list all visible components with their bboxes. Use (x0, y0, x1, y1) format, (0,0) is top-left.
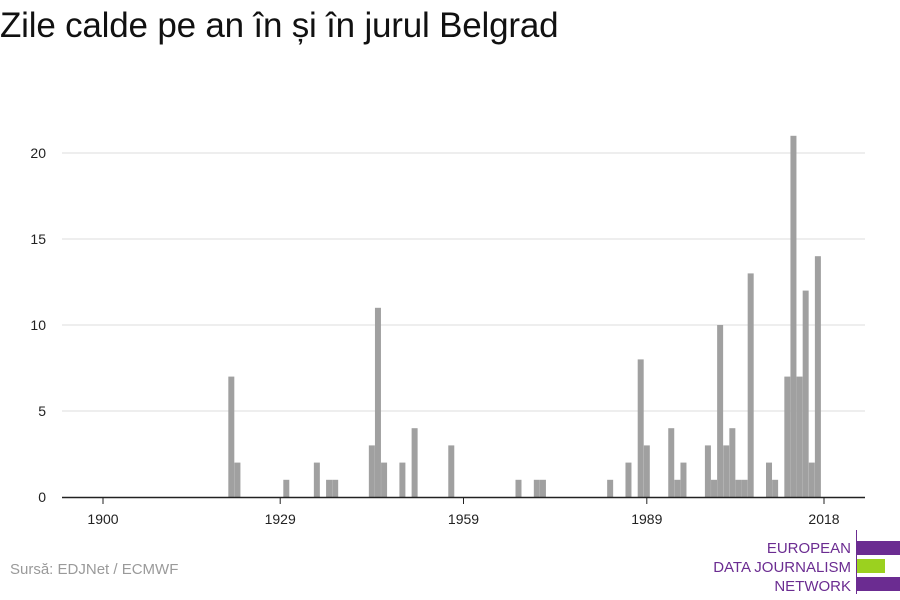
bar (747, 273, 754, 497)
y-tick-label: 5 (38, 403, 46, 419)
bar (802, 290, 809, 497)
chart-title: Zile calde pe an în și în jurul Belgrad (0, 6, 559, 45)
logo-bar-bottom (857, 577, 900, 591)
bar (637, 359, 644, 497)
bar (283, 479, 290, 497)
bar (326, 479, 333, 497)
bar (399, 462, 406, 497)
bar (766, 462, 773, 497)
logo-line-3: NETWORK (774, 578, 851, 595)
bar (332, 479, 339, 497)
bar (411, 428, 418, 497)
bar (625, 462, 632, 497)
y-tick-label: 20 (30, 145, 46, 161)
bar (533, 479, 540, 497)
bar (607, 479, 614, 497)
bar (381, 462, 388, 497)
bar (674, 479, 681, 497)
x-tick-label: 1959 (448, 511, 479, 527)
bar (711, 479, 718, 497)
bar (668, 428, 675, 497)
bar (814, 256, 821, 497)
logo-bar-top (857, 541, 900, 555)
y-tick-label: 0 (38, 489, 46, 505)
source-note: Sursă: EDJNet / ECMWF (10, 561, 179, 578)
bar (680, 462, 687, 497)
bar (729, 428, 736, 497)
logo-divider (856, 530, 857, 594)
bar (368, 445, 375, 497)
bar (723, 445, 730, 497)
x-tick-label: 1929 (265, 511, 296, 527)
bar (374, 307, 381, 497)
bar (790, 135, 797, 498)
bar (228, 376, 235, 497)
bar (704, 445, 711, 497)
bar (735, 479, 742, 497)
bar (808, 462, 815, 497)
y-tick-label: 15 (30, 231, 46, 247)
logo-line-1: EUROPEAN (766, 540, 851, 557)
bar (784, 376, 791, 497)
x-tick-label: 2018 (808, 511, 839, 527)
logo-text: EUROPEAN DATA JOURNALISM NETWORK (713, 539, 851, 596)
bar (539, 479, 546, 497)
bar (741, 479, 748, 497)
x-tick-label: 1989 (631, 511, 662, 527)
bar (515, 479, 522, 497)
y-tick-label: 10 (30, 317, 46, 333)
bar (448, 445, 455, 497)
bar (234, 462, 241, 497)
logo-bar-middle (857, 559, 885, 573)
bar (772, 479, 779, 497)
logo-line-2: DATA JOURNALISM (713, 559, 851, 576)
edjnet-logo: EUROPEAN DATA JOURNALISM NETWORK (710, 530, 900, 596)
bar (717, 325, 724, 497)
bar (643, 445, 650, 497)
bar (796, 376, 803, 497)
x-tick-label: 1900 (87, 511, 118, 527)
bar (313, 462, 320, 497)
